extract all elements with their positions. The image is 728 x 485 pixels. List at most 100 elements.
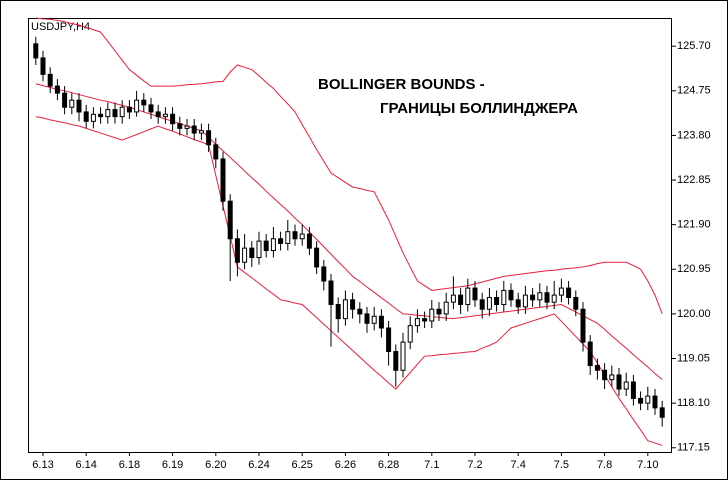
bollinger-band [35, 83, 663, 381]
candle-body [371, 315, 377, 324]
candle-body [580, 308, 586, 343]
candle-body [90, 113, 96, 122]
candle-body [537, 292, 543, 301]
candle-body [501, 289, 507, 306]
candle-body [616, 374, 622, 390]
candle-body [566, 287, 572, 298]
candle-body [83, 111, 89, 122]
candle-body [645, 395, 651, 404]
candle-body [47, 73, 53, 87]
candle-body [177, 123, 183, 129]
candle-body [184, 125, 190, 129]
candle-body [335, 304, 341, 320]
candle-body [98, 113, 104, 118]
candle-body [126, 106, 132, 113]
bollinger-band [35, 116, 663, 446]
x-tick-label: 6.26 [335, 459, 356, 471]
candle-body [494, 296, 500, 306]
x-tick-label: 7.4 [511, 459, 526, 471]
candle-body [105, 109, 111, 118]
candle-body [587, 341, 593, 367]
x-tick-label: 7.5 [554, 459, 569, 471]
x-tick-label: 7.10 [637, 459, 658, 471]
bollinger-band [35, 17, 663, 315]
candle-body [436, 308, 442, 315]
candle-body [306, 233, 312, 249]
candle-body [162, 113, 168, 118]
candle-body [234, 238, 240, 263]
x-tick-label: 6.20 [205, 459, 226, 471]
candle-body [558, 287, 564, 296]
candle-body [134, 99, 140, 113]
candle-body [242, 247, 248, 263]
y-tick-label: 125.70 [677, 40, 711, 52]
candle-body [170, 113, 176, 125]
candle-body [278, 238, 284, 244]
candle-body [285, 231, 291, 244]
candle-body [544, 292, 550, 303]
candle-body [227, 200, 233, 240]
candle-body [609, 374, 615, 381]
candle-body [450, 294, 456, 303]
candle-body [213, 144, 219, 160]
x-tick-label: 6.13 [32, 459, 53, 471]
y-tick-label: 120.00 [677, 308, 711, 320]
x-tick-label: 6.18 [119, 459, 140, 471]
candle-body [472, 287, 478, 301]
candle-body [299, 233, 305, 240]
candle-body [386, 327, 392, 352]
candle-body [443, 301, 449, 315]
x-tick-label: 6.19 [162, 459, 183, 471]
y-tick-label: 117.15 [677, 442, 710, 454]
candle-body [573, 296, 579, 310]
x-tick-label: 6.24 [248, 459, 269, 471]
y-tick-label: 123.80 [677, 129, 711, 141]
candle-body [155, 111, 161, 118]
candle-body [378, 315, 384, 329]
candle-body [429, 308, 435, 322]
candle-body [508, 289, 514, 301]
candle-body [530, 294, 536, 301]
candle-body [400, 341, 406, 371]
candle-body [659, 407, 665, 418]
y-tick-label: 121.90 [677, 219, 711, 231]
candle-body [191, 125, 197, 134]
candle-body [486, 296, 492, 310]
candle-body [414, 318, 420, 327]
candle-body [40, 57, 46, 75]
candle-body [249, 247, 255, 259]
candle-body [458, 294, 464, 306]
candle-body [328, 280, 334, 306]
chart-title: USDJPY,H4 [31, 21, 90, 33]
y-tick-label: 122.85 [677, 174, 711, 186]
candle-body [198, 130, 204, 134]
candle-body [364, 313, 370, 324]
x-tick-label: 7.1 [424, 459, 439, 471]
candle-body [206, 130, 212, 146]
candle-body [342, 299, 348, 320]
candle-body [350, 299, 356, 310]
candle-body [314, 247, 320, 268]
candle-body [33, 43, 39, 59]
candle-body [522, 294, 528, 308]
candle-body [220, 158, 226, 202]
candle-body [479, 299, 485, 310]
candle-body [141, 99, 147, 106]
x-tick-label: 7.2 [467, 459, 482, 471]
candle-body [119, 106, 125, 118]
candle-body [112, 109, 118, 118]
candle-body [602, 369, 608, 381]
candle-body [638, 397, 644, 404]
candle-body [652, 395, 658, 409]
y-tick-label: 124.75 [677, 85, 711, 97]
candle-body [54, 85, 60, 94]
x-tick-label: 6.25 [291, 459, 312, 471]
candle-body [465, 287, 471, 306]
candle-body [148, 104, 154, 113]
candle-body [422, 318, 428, 322]
candle-body [630, 381, 636, 399]
candle-body [551, 294, 557, 303]
candle-body [594, 365, 600, 371]
candle-body [357, 308, 363, 315]
